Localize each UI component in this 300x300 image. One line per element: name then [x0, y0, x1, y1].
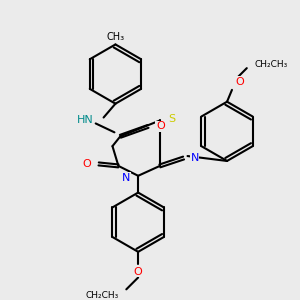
Text: O: O [156, 122, 165, 131]
Text: CH₂CH₃: CH₂CH₃ [255, 60, 288, 69]
Text: O: O [235, 77, 244, 87]
Text: HN: HN [77, 116, 94, 125]
Text: CH₂CH₃: CH₂CH₃ [85, 291, 118, 300]
Text: O: O [134, 267, 142, 277]
Text: N: N [190, 153, 199, 163]
Text: N: N [122, 173, 130, 183]
Text: S: S [168, 113, 175, 124]
Text: O: O [82, 159, 91, 169]
Text: CH₃: CH₃ [106, 32, 124, 41]
